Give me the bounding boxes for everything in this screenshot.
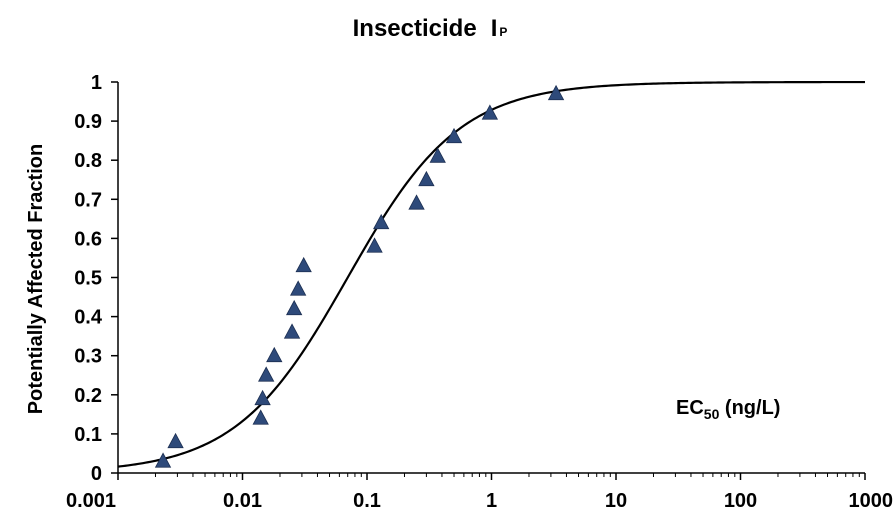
y-tick-label: 0.5 <box>74 268 102 290</box>
y-tick-label: 0.9 <box>74 111 102 133</box>
y-tick-label: 0 <box>91 463 102 485</box>
y-tick-label: 0.1 <box>74 424 102 446</box>
y-tick-label: 0.4 <box>74 307 103 329</box>
data-point <box>154 452 172 468</box>
x-tick-label: 1 <box>486 490 497 512</box>
data-point <box>366 237 383 253</box>
data-point <box>290 280 307 296</box>
data-point <box>283 323 301 339</box>
y-tick-label: 0.8 <box>74 150 102 172</box>
data-point <box>167 432 184 449</box>
x-tick-label: 10 <box>605 490 627 512</box>
x-tick-label: 0.001 <box>66 490 116 512</box>
data-point <box>418 170 435 187</box>
x-tick-group: 0.001 0.01 0.1 1 10 100 1000 <box>66 473 893 512</box>
chart-title: Insecticide I P <box>353 15 508 42</box>
data-point-group <box>154 84 565 468</box>
data-point <box>285 299 303 316</box>
y-tick-label: 1 <box>91 72 102 94</box>
x-tick-label: 0.01 <box>223 490 262 512</box>
data-point <box>408 194 425 210</box>
x-tick-label: 100 <box>724 490 757 512</box>
y-tick-group: 0 0.1 0.2 0.3 0.4 0.5 0.6 0.7 0.8 0.9 1 <box>74 72 118 485</box>
y-tick-label: 0.3 <box>74 346 102 368</box>
y-tick-label: 0.7 <box>74 189 102 211</box>
data-point <box>481 104 499 120</box>
data-point <box>373 213 390 230</box>
data-point <box>429 147 446 163</box>
data-point <box>254 389 271 406</box>
x-tick-label: 1000 <box>849 490 894 512</box>
y-tick-label: 0.2 <box>74 385 102 407</box>
y-tick-label: 0.6 <box>74 228 102 250</box>
data-point <box>252 409 269 425</box>
x-tick-label: 0.1 <box>353 490 381 512</box>
y-axis-label: Potentially Affected Fraction <box>25 144 47 414</box>
data-point <box>258 366 275 382</box>
data-point <box>266 346 283 363</box>
data-point <box>445 127 463 144</box>
x-axis-annotation: EC50 (ng/L) <box>676 397 780 422</box>
data-point <box>547 84 565 101</box>
data-point <box>295 256 312 273</box>
